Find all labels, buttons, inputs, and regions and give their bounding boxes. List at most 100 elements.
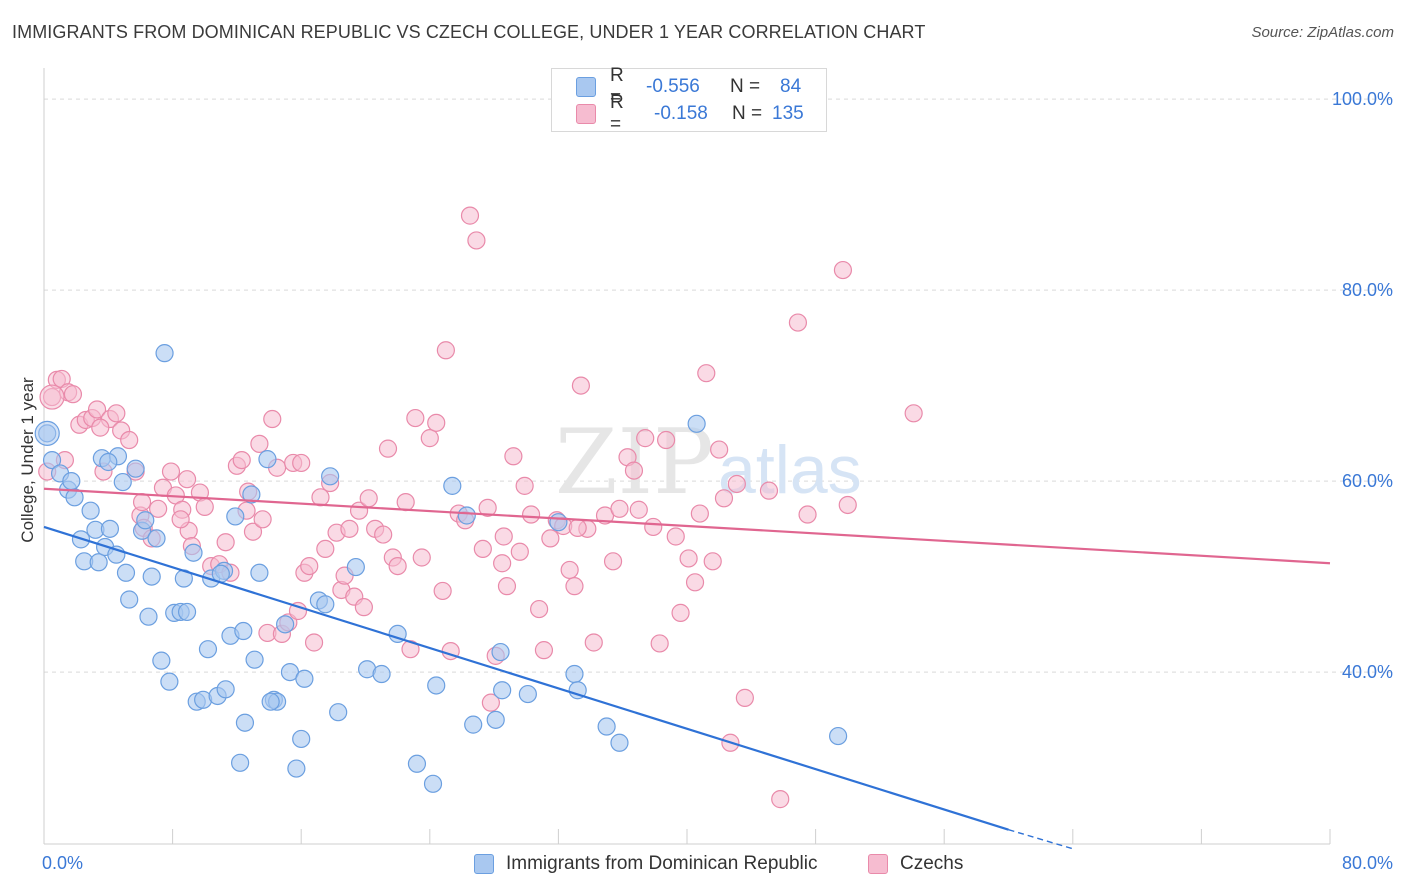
czechs-point xyxy=(388,556,407,576)
stats-legend: R = -0.556 N = 84 R = -0.158 N = 135 xyxy=(551,65,827,135)
czechs-point xyxy=(39,384,65,410)
czechs-point xyxy=(571,376,591,395)
czechs-point xyxy=(541,529,560,548)
czechs-point xyxy=(420,429,439,448)
x-tick-label: 80.0% xyxy=(1342,853,1393,873)
chart-title: IMMIGRANTS FROM DOMINICAN REPUBLIC VS CZ… xyxy=(12,22,926,42)
czechs-point xyxy=(798,505,817,524)
czechs-point xyxy=(374,525,393,544)
czechs-trend-line xyxy=(43,487,1331,565)
legend-n-label: N = xyxy=(730,76,761,97)
bottom-legend-swatch-pink xyxy=(868,854,888,874)
czechs-point xyxy=(904,404,923,423)
dominican-point xyxy=(295,669,314,688)
czechs-point xyxy=(788,313,808,332)
trend-lines xyxy=(43,487,1331,850)
dominican-point xyxy=(235,713,255,732)
dominican-point xyxy=(113,472,132,492)
dominican-point xyxy=(486,710,505,729)
czechs-point xyxy=(132,493,152,512)
dominican-point xyxy=(423,774,443,793)
grid xyxy=(44,98,1392,673)
dominican-point xyxy=(177,602,197,622)
legend-swatch-blue xyxy=(576,77,596,97)
czechs-point xyxy=(504,447,523,466)
dominican-point xyxy=(126,459,145,478)
czechs-point xyxy=(292,453,311,473)
dominican-point xyxy=(250,563,269,582)
legend-row-dominican: R = -0.556 N = 84 xyxy=(576,65,802,108)
czechs-point xyxy=(250,434,269,453)
czechs-point xyxy=(610,499,629,518)
czechs-point xyxy=(838,495,857,515)
czechs-point xyxy=(473,539,492,559)
dominican-points xyxy=(34,344,848,793)
y-tick-label: 100.0% xyxy=(1332,89,1393,109)
czechs-point xyxy=(584,633,603,652)
czechs-point xyxy=(216,533,235,552)
dominican-point xyxy=(292,729,311,749)
czechs-point xyxy=(311,488,330,507)
czechs-point xyxy=(396,493,415,512)
czechs-point xyxy=(603,552,623,571)
czechs-point xyxy=(359,489,378,508)
czechs-point xyxy=(300,556,319,576)
legend-n-value: 84 xyxy=(780,76,802,97)
dominican-point xyxy=(316,595,335,614)
y-tick-label: 40.0% xyxy=(1342,662,1393,682)
dominican-point xyxy=(568,681,587,700)
dominican-point xyxy=(160,672,179,691)
czechs-point xyxy=(288,601,308,621)
czechs-point xyxy=(666,527,685,546)
dominican-point xyxy=(261,692,280,711)
dominican-point xyxy=(518,684,537,704)
dominican-point xyxy=(242,485,261,504)
czechs-point xyxy=(316,539,335,559)
czechs-point xyxy=(412,548,431,567)
czechs-point xyxy=(690,504,709,523)
czechs-point xyxy=(636,429,655,448)
dominican-point xyxy=(99,452,118,472)
dominican-point xyxy=(565,664,584,684)
czechs-point xyxy=(710,440,729,459)
czechs-point xyxy=(629,500,648,519)
dominican-point xyxy=(152,651,171,670)
dominican-point xyxy=(276,615,295,634)
dominican-point xyxy=(155,344,174,363)
dominican-point xyxy=(147,529,166,548)
czechs-point xyxy=(624,461,644,480)
legend-n-value: 135 xyxy=(772,103,804,124)
czechs-point xyxy=(195,497,214,516)
dominican-point xyxy=(120,590,139,609)
dominican-point xyxy=(216,680,235,699)
x-tick-label: 0.0% xyxy=(42,853,83,873)
dominican-trend-extension xyxy=(1008,829,1073,850)
czechs-point xyxy=(243,522,263,541)
czechs-point xyxy=(87,400,107,419)
czechs-point xyxy=(833,260,853,280)
dominican-point xyxy=(139,607,158,626)
dominican-point xyxy=(610,733,629,752)
czechs-point xyxy=(91,418,110,437)
czechs-point xyxy=(494,527,513,546)
dominican-point xyxy=(89,553,108,572)
czechs-point xyxy=(149,499,168,518)
czechs-point xyxy=(406,408,425,428)
czechs-point xyxy=(107,404,126,423)
czechs-points xyxy=(38,206,923,809)
dominican-point xyxy=(81,501,100,520)
czechs-point xyxy=(433,581,452,601)
legend-r-value: -0.158 xyxy=(654,103,708,124)
czechs-point xyxy=(478,498,497,517)
czechs-point xyxy=(427,413,446,432)
dominican-point xyxy=(493,681,512,700)
czechs-point xyxy=(727,474,746,494)
dominican-point xyxy=(549,513,568,532)
dominican-point xyxy=(443,476,462,495)
y-axis-title: College, Under 1 year xyxy=(18,377,37,543)
czechs-point xyxy=(481,693,500,712)
czechs-point xyxy=(510,542,529,561)
dominican-point xyxy=(457,506,476,525)
dominican-point xyxy=(136,511,155,530)
dominican-point xyxy=(42,450,62,470)
